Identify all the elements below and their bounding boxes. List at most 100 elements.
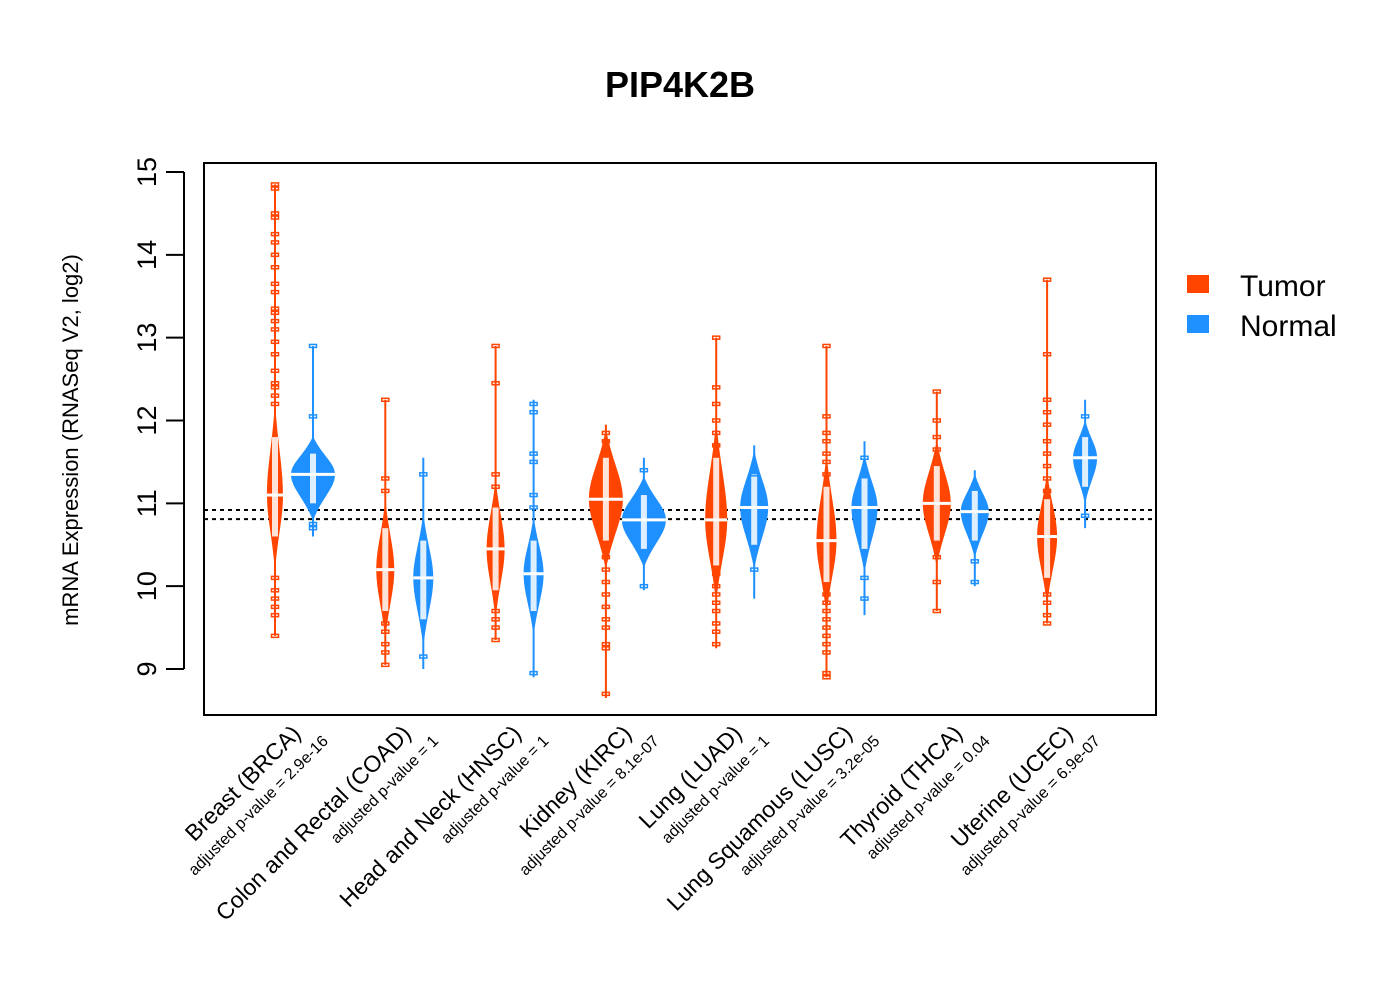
- outlier-point: [270, 281, 280, 287]
- outlier-point: [822, 641, 831, 647]
- violin-normal-4: [740, 445, 769, 599]
- outlier-point: [711, 418, 721, 423]
- outlier-point: [1080, 414, 1090, 419]
- iqr-box: [713, 457, 720, 566]
- iqr-box: [420, 540, 427, 620]
- outlier-point: [308, 343, 318, 349]
- outlier-point: [822, 459, 831, 465]
- outlier-point: [601, 579, 611, 585]
- outlier-point: [970, 579, 980, 585]
- violin-tumor-5: [816, 343, 837, 680]
- outlier-point: [270, 240, 280, 245]
- outlier-point: [491, 484, 500, 490]
- iqr-box: [272, 437, 278, 537]
- violin-normal-1: [413, 457, 434, 669]
- outlier-point: [932, 434, 942, 440]
- outlier-point: [932, 389, 942, 394]
- outlier-point: [491, 380, 500, 386]
- outlier-point: [711, 600, 721, 605]
- outlier-point: [270, 327, 280, 332]
- outlier-point: [270, 380, 280, 386]
- violins: [267, 182, 1098, 698]
- outlier-point: [601, 438, 611, 444]
- y-tick-label: 13: [132, 323, 162, 353]
- outlier-point: [639, 583, 649, 589]
- outlier-point: [860, 575, 869, 581]
- outlier-point: [270, 231, 280, 237]
- outlier-point: [491, 637, 500, 643]
- legend-swatch-tumor: [1187, 275, 1209, 293]
- outlier-point: [270, 318, 280, 324]
- outlier-point: [529, 401, 538, 407]
- outlier-point: [419, 654, 428, 659]
- outlier-point: [932, 554, 942, 560]
- outlier-point: [822, 600, 831, 605]
- outlier-point: [491, 608, 500, 614]
- outlier-point: [711, 583, 721, 589]
- y-axis: 9 10 11 12 13 14 15: [132, 157, 185, 677]
- outlier-point: [970, 559, 980, 564]
- outlier-point: [270, 588, 280, 593]
- outlier-point: [711, 430, 721, 436]
- outlier-point: [932, 579, 942, 585]
- outlier-point: [270, 306, 280, 311]
- outlier-point: [270, 265, 280, 270]
- iqr-box: [640, 495, 647, 549]
- y-tick-label: 14: [132, 240, 162, 270]
- outlier-point: [308, 414, 318, 419]
- outlier-point: [270, 393, 280, 398]
- violin-tumor-2: [486, 343, 505, 643]
- outlier-point: [381, 641, 390, 647]
- legend-swatch-normal: [1187, 315, 1209, 333]
- outlier-point: [270, 310, 280, 316]
- outlier-point: [491, 625, 500, 630]
- outlier-point: [529, 459, 538, 465]
- legend-label-tumor: Tumor: [1240, 270, 1326, 303]
- outlier-point: [601, 430, 611, 436]
- outlier-point: [601, 646, 611, 651]
- outlier-point: [270, 252, 280, 258]
- outlier-point: [822, 625, 831, 630]
- outlier-point: [270, 575, 280, 581]
- y-tick-label: 11: [132, 489, 162, 517]
- outlier-point: [601, 554, 611, 560]
- outlier-point: [822, 592, 831, 597]
- iqr-box: [1082, 437, 1089, 487]
- outlier-point: [270, 351, 280, 357]
- iqr-box: [751, 474, 758, 545]
- outlier-point: [529, 492, 538, 498]
- iqr-box: [823, 486, 830, 583]
- outlier-point: [270, 401, 280, 407]
- outlier-point: [491, 472, 500, 477]
- violin-normal-6: [960, 470, 989, 587]
- outlier-point: [822, 617, 831, 622]
- outlier-point: [270, 385, 280, 390]
- outlier-point: [639, 467, 649, 473]
- legend-label-normal: Normal: [1240, 310, 1337, 343]
- outlier-point: [601, 617, 611, 622]
- outlier-point: [749, 567, 759, 572]
- outlier-point: [711, 571, 721, 576]
- outlier-point: [381, 621, 390, 626]
- outlier-point: [270, 215, 280, 220]
- outlier-point: [822, 451, 831, 456]
- outlier-point: [1042, 351, 1052, 357]
- outlier-point: [1080, 513, 1090, 519]
- outlier-point: [822, 675, 831, 680]
- outlier-point: [381, 397, 390, 403]
- outlier-point: [308, 521, 318, 527]
- outlier-point: [601, 691, 611, 697]
- violin-normal-5: [851, 441, 878, 616]
- outlier-point: [1042, 612, 1052, 618]
- outlier-point: [711, 641, 721, 647]
- outlier-point: [529, 670, 538, 676]
- violin-normal-2: [523, 399, 544, 678]
- violin-normal-7: [1073, 399, 1098, 529]
- iqr-box: [971, 490, 978, 541]
- outlier-point: [529, 409, 538, 415]
- outlier-point: [822, 633, 831, 639]
- outlier-point: [822, 438, 831, 444]
- y-tick-label: 12: [132, 405, 162, 435]
- violin-tumor-3: [588, 424, 623, 698]
